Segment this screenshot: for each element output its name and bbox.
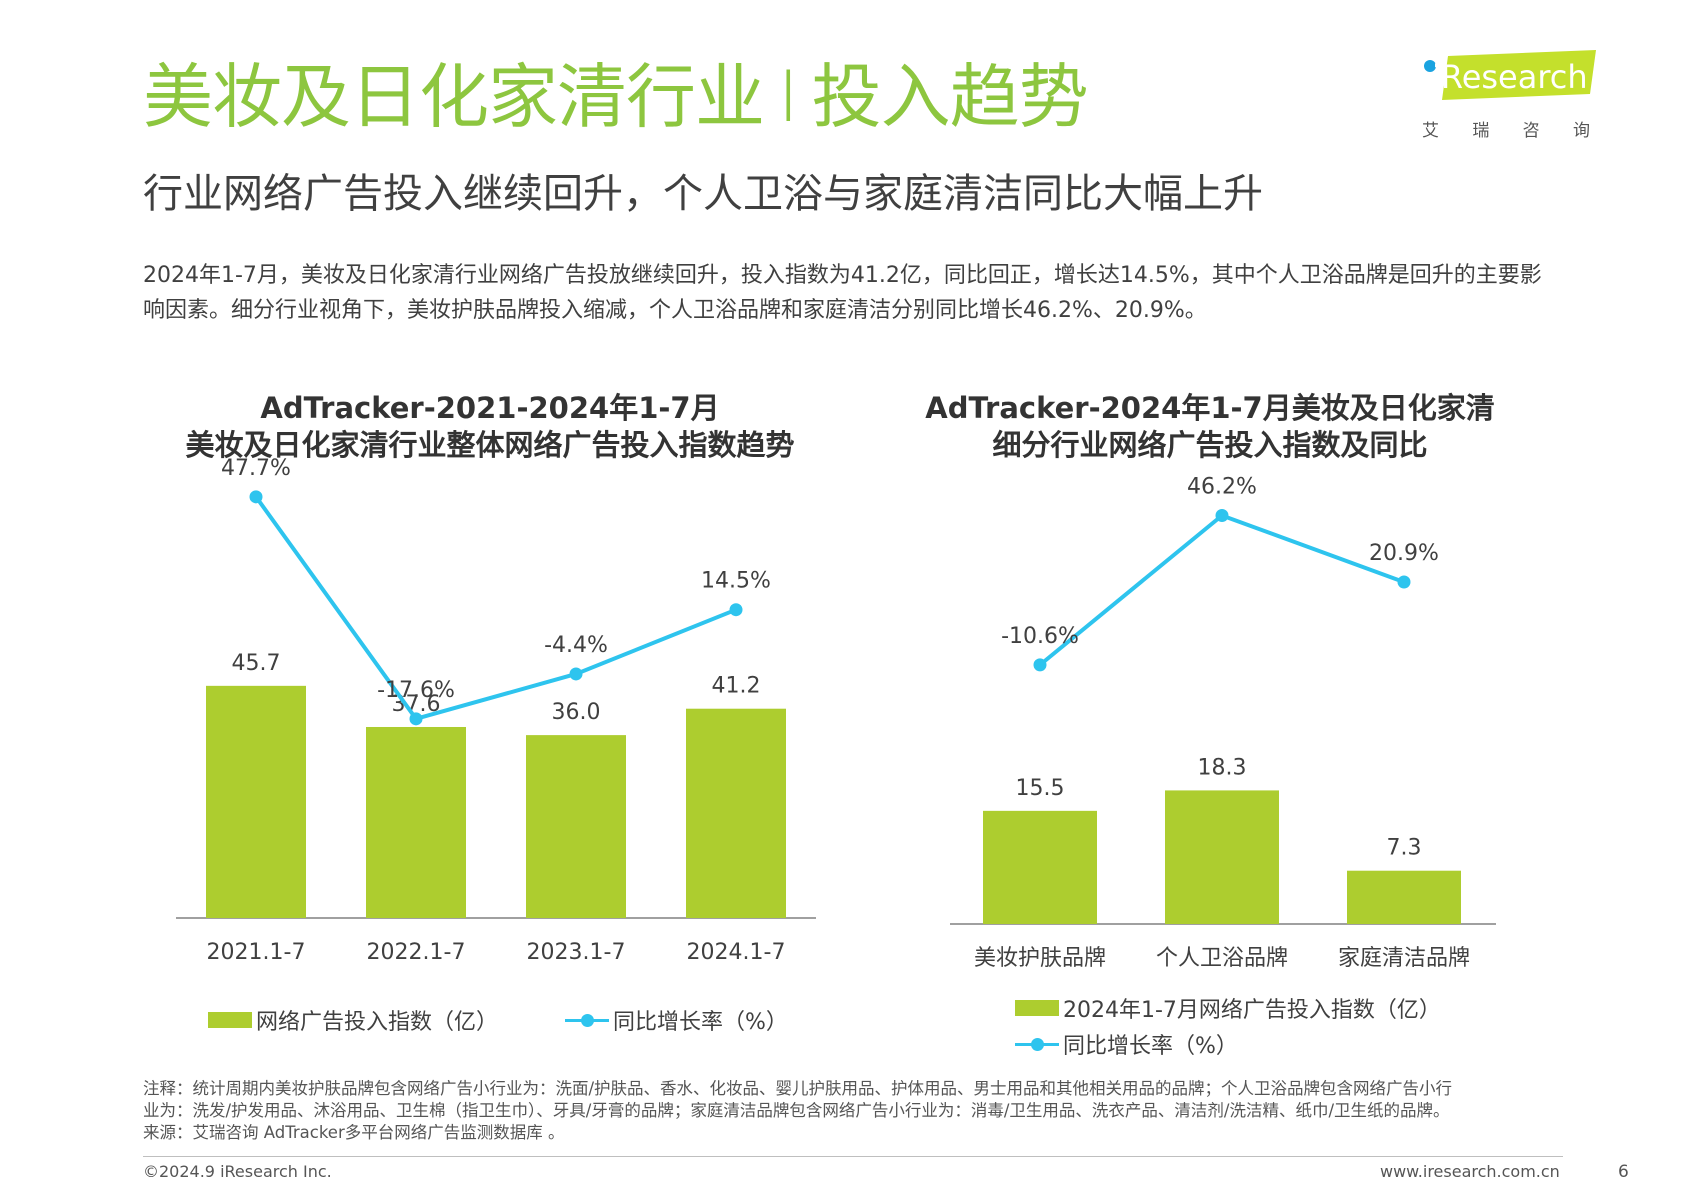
growth-rate-line <box>254 495 737 722</box>
legend-bar-label: 网络广告投入指数（亿） <box>256 1010 499 1035</box>
bar-value-label: 41.2 <box>712 674 761 699</box>
page-title-left: 美妆及日化家清行业 <box>143 56 765 138</box>
x-tick-label: 个人卫浴品牌 <box>1156 946 1288 971</box>
bar-value-label: 7.3 <box>1387 836 1422 861</box>
logo-cn-char: 询 <box>1572 121 1590 141</box>
logo-cn-char: 艾 <box>1422 121 1439 141</box>
growth-rate-line <box>1038 513 1405 667</box>
growth-rate-label: 14.5% <box>701 569 771 594</box>
growth-rate-point-2 <box>409 712 423 726</box>
source-line: 来源：艾瑞咨询 AdTracker多平台网络广告监测数据库 。 <box>143 1123 565 1142</box>
chart2-title-line1: AdTracker-2024年1-7月美妆及日化家清 <box>925 391 1495 425</box>
chart1-title-line1: AdTracker-2021-2024年1-7月 <box>260 391 720 425</box>
growth-rate-label: -4.4% <box>544 633 608 658</box>
bar-value-label: 18.3 <box>1198 755 1247 780</box>
growth-rate-label: 20.9% <box>1369 541 1439 566</box>
logo-blue-dot <box>1424 60 1436 72</box>
bar-2 <box>366 726 466 918</box>
growth-rate-point-1 <box>1033 658 1047 672</box>
logo-chinese-name: 艾 瑞 咨 询 <box>1422 116 1590 141</box>
growth-rate-label: -17.6% <box>377 678 455 703</box>
growth-rate-point-4 <box>729 603 743 617</box>
x-tick-label: 2023.1-7 <box>527 940 626 965</box>
legend-line-swatch <box>565 1012 609 1028</box>
bar-2 <box>1165 790 1279 924</box>
bar-3 <box>1347 870 1461 924</box>
legend-line-label: 同比增长率（%） <box>1063 1034 1238 1059</box>
growth-rate-point-3 <box>1397 575 1411 589</box>
chart2-legend-line: 同比增长率（%） <box>1015 1028 1238 1060</box>
summary-paragraph: 2024年1-7月，美妆及日化家清行业网络广告投放继续回升，投入指数为41.2亿… <box>143 263 1542 323</box>
x-tick-label: 2024.1-7 <box>687 940 786 965</box>
footnote: 注释：统计周期内美妆护肤品牌包含网络广告小行业为：洗面/护肤品、香水、化妆品、婴… <box>143 1078 1563 1144</box>
page-title-right: 投入趋势 <box>811 56 1089 138</box>
chart1-title: AdTracker-2021-2024年1-7月 美妆及日化家清行业整体网络广告… <box>130 390 850 464</box>
x-tick-label: 2022.1-7 <box>367 940 466 965</box>
bar-1 <box>206 685 306 918</box>
chart2-title: AdTracker-2024年1-7月美妆及日化家清 细分行业网络广告投入指数及… <box>900 390 1520 464</box>
chart1-legend-bar: 网络广告投入指数（亿） <box>208 1004 498 1036</box>
footnote-line: 注释：统计周期内美妆护肤品牌包含网络广告小行业为：洗面/护肤品、香水、化妆品、婴… <box>143 1079 1453 1098</box>
legend-bar-swatch <box>1015 1000 1059 1016</box>
page-number: 6 <box>1618 1162 1629 1182</box>
page-subtitle: 行业网络广告投入继续回升，个人卫浴与家庭清洁同比大幅上升 <box>143 171 1263 217</box>
bar-4 <box>686 708 786 918</box>
chart2-title-line2: 细分行业网络广告投入指数及同比 <box>992 428 1428 462</box>
x-tick-label: 2021.1-7 <box>207 940 306 965</box>
copyright: ©2024.9 iResearch Inc. <box>143 1162 332 1181</box>
logo-text: iResearch <box>1432 58 1588 96</box>
page-title-separator: I <box>778 56 799 138</box>
logo-cn-char: 咨 <box>1522 121 1540 141</box>
footnote-line: 业为：洗发/护发用品、沐浴用品、卫生棉（指卫生巾）、牙具/牙膏的品牌；家庭清洁品… <box>143 1101 1450 1120</box>
growth-rate-label: 46.2% <box>1187 474 1257 499</box>
bar-1 <box>983 810 1097 924</box>
x-tick-label: 家庭清洁品牌 <box>1338 946 1470 971</box>
footer-divider <box>143 1156 1563 1157</box>
bar-value-label: 36.0 <box>552 700 601 725</box>
chart1-title-line2: 美妆及日化家清行业整体网络广告投入指数趋势 <box>185 428 795 462</box>
bar-value-label: 15.5 <box>1016 776 1065 801</box>
legend-bar-swatch <box>208 1012 252 1028</box>
bar-3 <box>526 735 626 918</box>
legend-line-label: 同比增长率（%） <box>613 1010 788 1035</box>
page-title: 美妆及日化家清行业 I 投入趋势 <box>143 62 1089 132</box>
chart1-legend-line: 同比增长率（%） <box>565 1004 788 1036</box>
chart2-legend-bar: 2024年1-7月网络广告投入指数（亿） <box>1015 992 1441 1024</box>
growth-rate-label: -10.6% <box>1001 624 1079 649</box>
growth-rate-point-1 <box>249 490 263 504</box>
legend-bar-label: 2024年1-7月网络广告投入指数（亿） <box>1063 998 1441 1023</box>
legend-line-swatch <box>1015 1036 1059 1052</box>
x-tick-label: 美妆护肤品牌 <box>974 946 1106 971</box>
website-link[interactable]: www.iresearch.com.cn <box>1380 1162 1560 1181</box>
iresearch-logo: iResearch <box>1424 50 1596 100</box>
growth-rate-point-2 <box>1215 508 1229 522</box>
logo-cn-char: 瑞 <box>1472 121 1490 141</box>
growth-rate-label: 47.7% <box>221 456 291 481</box>
logo-green-banner <box>1442 50 1596 100</box>
bar-value-label: 45.7 <box>232 651 281 676</box>
growth-rate-point-3 <box>569 667 583 681</box>
